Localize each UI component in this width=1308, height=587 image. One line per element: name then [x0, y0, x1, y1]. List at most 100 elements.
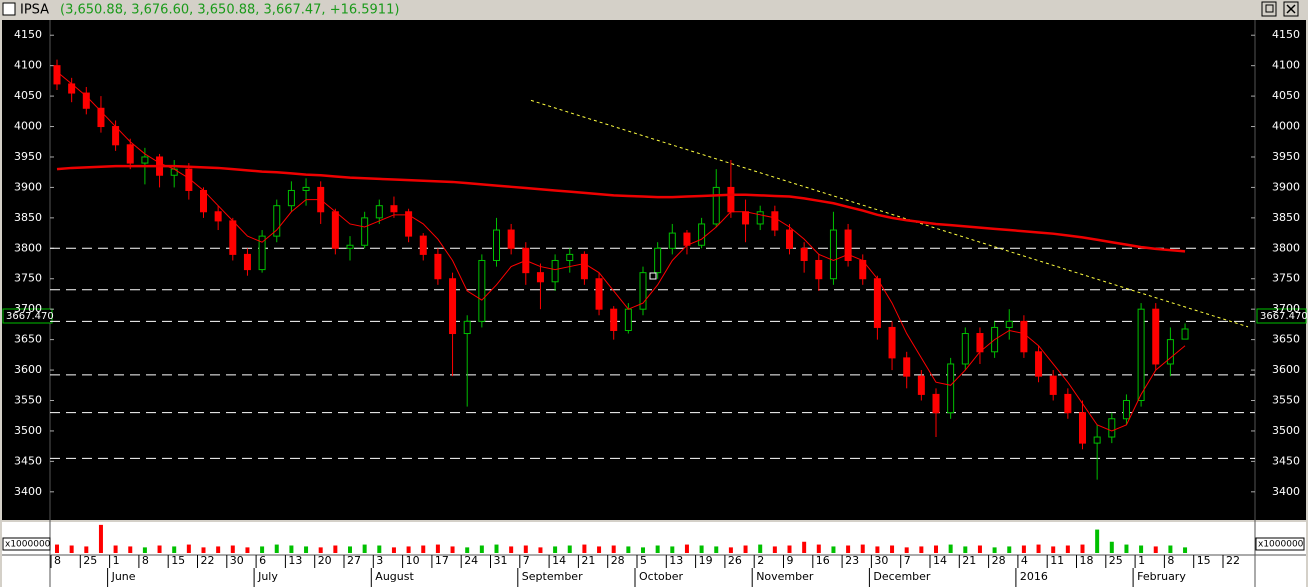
volume-bar	[172, 546, 177, 553]
volume-bar	[128, 546, 133, 553]
candle-body	[815, 259, 823, 280]
x-tick-label: 8	[1167, 554, 1174, 567]
volume-bar	[1109, 541, 1114, 553]
candle-body	[1122, 400, 1130, 420]
x-tick-label: 1	[1138, 554, 1145, 567]
price-panel	[2, 20, 1306, 520]
volume-bar	[992, 547, 997, 553]
x-tick-label: 13	[669, 554, 683, 567]
volume-bar	[1139, 545, 1144, 553]
y-tick-label: 3750	[14, 272, 42, 285]
y-tick-label: 4100	[14, 59, 42, 72]
candle-body	[786, 229, 793, 249]
candle-body	[302, 186, 310, 191]
candle-body	[742, 211, 750, 225]
volume-bar	[274, 544, 279, 553]
cursor-marker[interactable]	[649, 272, 657, 280]
y-tick-label: 3950	[1272, 150, 1300, 163]
candle-body	[947, 363, 955, 414]
y-tick-label: 3450	[14, 454, 42, 467]
volume-bar	[963, 546, 968, 553]
price-tag-box	[2, 308, 53, 324]
volume-bar	[362, 544, 367, 553]
month-label: 2016	[1020, 570, 1048, 583]
candle-body	[961, 333, 969, 365]
volume-bar	[69, 545, 74, 553]
symbol: IPSA	[20, 3, 49, 18]
volume-bar	[641, 547, 645, 553]
volume-bar	[84, 546, 89, 553]
volume-bar	[684, 544, 689, 553]
volume-bar	[304, 546, 309, 553]
volume-bar	[406, 546, 411, 553]
volume-bar	[538, 547, 543, 553]
volume-bar	[186, 544, 191, 553]
volume-bar	[1080, 544, 1085, 553]
candle-body	[507, 229, 515, 249]
restore-button[interactable]	[1261, 1, 1277, 17]
volume-bar	[1021, 545, 1026, 553]
volume-bar	[802, 541, 807, 553]
y-tick-label: 4150	[14, 28, 42, 41]
x-tick-label: 31	[494, 554, 508, 567]
y-tick-label: 3750	[1272, 272, 1300, 285]
candle-body	[1035, 351, 1043, 377]
volume-bar	[230, 545, 235, 553]
x-tick-label: 23	[845, 554, 859, 567]
y-tick-label: 3400	[14, 485, 42, 498]
candle-body	[273, 205, 281, 237]
candle-body	[1137, 308, 1145, 402]
candle-body	[698, 223, 706, 246]
x-tick-label: 11	[1050, 554, 1064, 567]
date-axis	[2, 555, 1306, 587]
volume-bar	[626, 546, 631, 553]
candle-body	[390, 205, 398, 213]
volume-bar	[597, 546, 602, 553]
x-tick-label: 25	[1109, 554, 1123, 567]
y-tick-label: 3400	[1272, 485, 1300, 498]
moving-average	[56, 164, 1186, 253]
candle-body	[1005, 320, 1013, 328]
x-tick-label: 10	[406, 554, 420, 567]
candle-body	[903, 357, 911, 377]
y-tick-label: 3500	[1272, 424, 1300, 437]
volume-unit-box	[1255, 537, 1305, 551]
candle-body	[141, 156, 149, 164]
volume-bar	[1007, 546, 1012, 553]
volume-bar	[494, 544, 499, 553]
candle-body	[888, 326, 896, 359]
candle-body	[463, 320, 471, 335]
volume-bar	[919, 546, 924, 553]
candle-body	[800, 247, 808, 261]
y-tick-label: 4000	[1272, 120, 1300, 133]
candle-body	[551, 259, 559, 283]
x-tick-label: 22	[1226, 554, 1240, 567]
candle-body	[229, 220, 237, 255]
candle-body	[287, 189, 295, 207]
volume-bar	[611, 545, 616, 553]
candle-body	[1166, 339, 1174, 365]
x-tick-label: 22	[201, 554, 215, 567]
close-icon	[1286, 4, 1296, 14]
volume-bar	[787, 545, 792, 553]
y-tick-label: 3550	[14, 394, 42, 407]
x-tick-label: 19	[699, 554, 713, 567]
candle-body	[346, 244, 354, 249]
trendline	[530, 99, 1249, 328]
window-icon[interactable]	[2, 2, 16, 16]
x-tick-label: 1	[113, 554, 120, 567]
volume-bar	[98, 524, 103, 553]
volume-bar	[758, 544, 763, 553]
volume-bar	[846, 545, 851, 553]
candle-body	[668, 232, 676, 249]
y-tick-label: 3450	[1272, 454, 1300, 467]
volume-bar	[831, 546, 836, 553]
candle-body	[917, 375, 925, 395]
x-tick-label: 15	[171, 554, 185, 567]
candle-body	[654, 247, 662, 274]
price-tag: 3667.470	[1260, 311, 1308, 322]
volume-bar	[582, 544, 587, 553]
volume-bar	[377, 545, 382, 553]
volume-bar	[699, 545, 704, 553]
